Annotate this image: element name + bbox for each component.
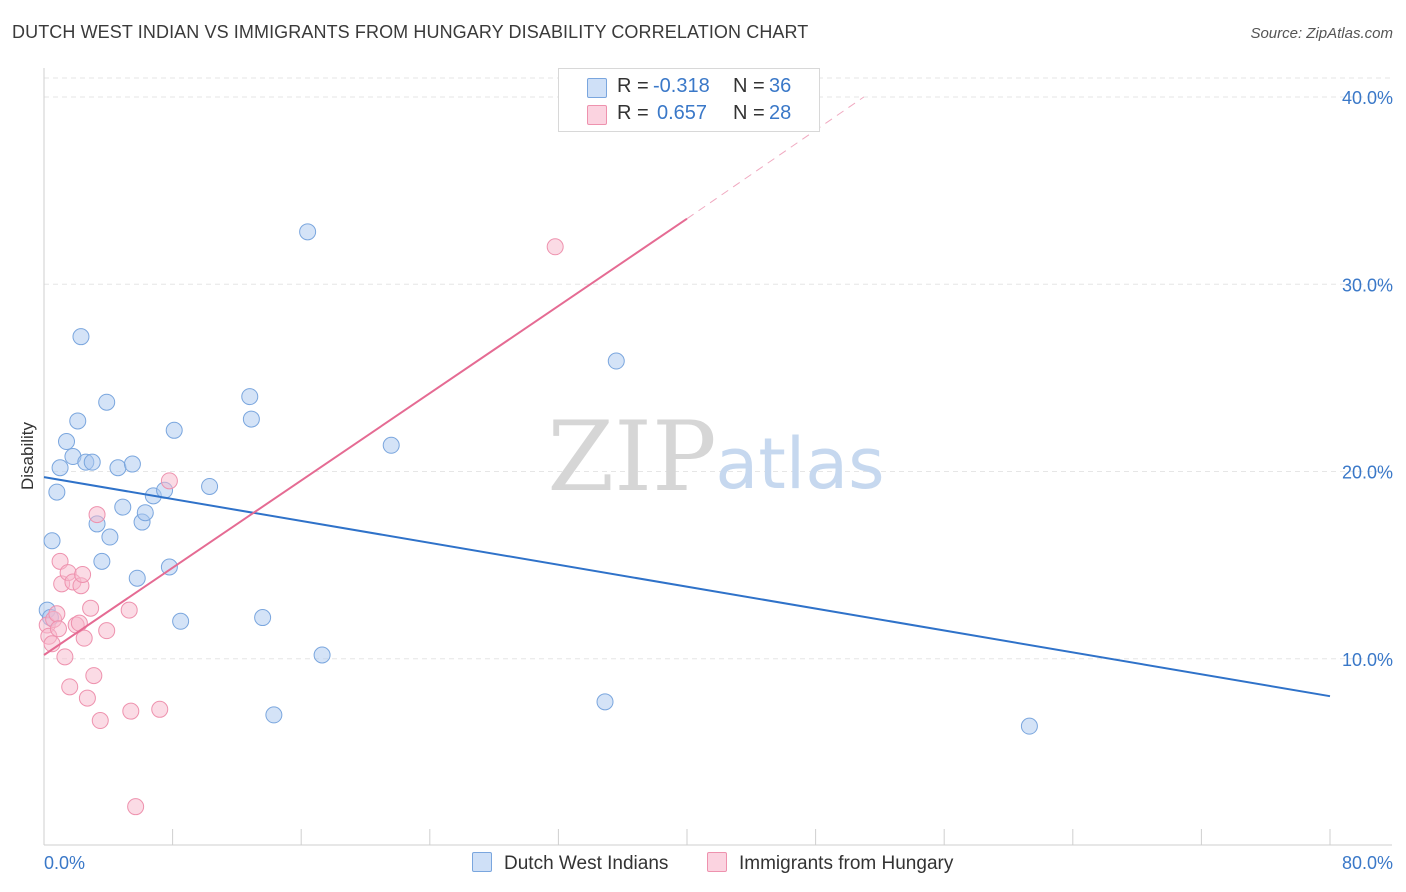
hungary-immigrant-point (82, 599, 100, 617)
dutch-west-indian-point (123, 455, 141, 473)
r-label: R = (617, 102, 649, 124)
n-value: 28 (769, 102, 792, 124)
dutch-west-indian-point (72, 328, 90, 346)
dutch-west-indian-point (128, 569, 146, 587)
hungary-immigrant-point (88, 506, 106, 524)
source-credit: Source: ZipAtlas.com (1250, 25, 1393, 42)
dutch-west-indian-point (265, 706, 283, 724)
hungary-immigrant-point (151, 700, 169, 718)
dutch-west-indian-point (165, 421, 183, 439)
dutch-west-indian-point (313, 646, 331, 664)
dutch-west-indian-point (83, 453, 101, 471)
legend-swatch-blue (587, 78, 607, 98)
y-axis-label: Disability (18, 421, 37, 491)
dutch-west-indian-point (69, 412, 87, 430)
dutch-west-indian-point (299, 223, 317, 241)
dutch-west-indian-point (607, 352, 625, 370)
hungary-immigrant-point (48, 605, 66, 623)
n-label: N = (733, 102, 765, 124)
x-tick-label: 80.0% (1342, 853, 1393, 873)
dutch-west-indian-point (51, 459, 69, 477)
watermark: ZIP atlas (547, 401, 884, 513)
r-value: 0.657 (657, 102, 708, 124)
r-value: -0.318 (653, 75, 710, 97)
r-label: R = (617, 75, 649, 97)
hungary-immigrant-point (122, 702, 140, 720)
dutch-west-indian-point (101, 528, 119, 546)
grid-layer (44, 77, 1392, 660)
y-tick-label: 30.0% (1342, 275, 1393, 295)
y-tick-label: 40.0% (1342, 88, 1393, 108)
chart-title: DUTCH WEST INDIAN VS IMMIGRANTS FROM HUN… (12, 22, 809, 42)
dutch-west-indian-point (172, 612, 190, 630)
dutch-west-indian-point (201, 477, 219, 495)
hungary-immigrant-point (61, 678, 79, 696)
dutch-west-indian-point (93, 552, 111, 570)
n-label: N = (733, 75, 765, 97)
hungary-immigrant-point (127, 798, 145, 816)
trend-line-dutch-west-indians (43, 476, 1331, 698)
dutch-west-indian-point (114, 498, 132, 516)
hungary-immigrant-point (75, 629, 93, 647)
dutch-west-indian-point (1020, 717, 1038, 735)
legend-label: Immigrants from Hungary (739, 853, 954, 874)
series-legend-immigrants-from-hungary: Immigrants from Hungary (707, 852, 953, 878)
hungary-immigrant-point (49, 620, 67, 638)
axis-layer (43, 68, 1392, 846)
trend-extension-immigrants-from-hungary (686, 96, 865, 220)
hungary-immigrant-point (56, 648, 74, 666)
points-layer (38, 223, 1038, 816)
dutch-west-indian-point (109, 459, 127, 477)
dutch-west-indian-point (43, 532, 61, 550)
stats-legend: R = -0.318 N = 36 R = 0.657 N = 28 (558, 68, 820, 132)
dutch-west-indian-point (98, 393, 116, 411)
dutch-west-indian-point (254, 609, 272, 627)
trend-line-immigrants-from-hungary (43, 217, 688, 656)
x-tick-label: 0.0% (44, 853, 85, 873)
hungary-immigrant-point (546, 238, 564, 256)
watermark-atlas: atlas (715, 423, 884, 505)
stats-legend-row-blue: R = -0.318 N = 36 (559, 75, 819, 99)
legend-label: Dutch West Indians (504, 853, 669, 874)
hungary-immigrant-point (98, 622, 116, 640)
trend-layer (43, 96, 1331, 698)
dutch-west-indian-point (58, 433, 76, 451)
dutch-west-indian-point (382, 436, 400, 454)
n-value: 36 (769, 75, 792, 97)
series-legend-dutch-west-indians: Dutch West Indians (472, 852, 668, 878)
hungary-immigrant-point (120, 601, 138, 619)
tick-label-layer: 10.0% 20.0% 30.0% 40.0% 0.0% 80.0% (44, 88, 1393, 873)
legend-swatch-pink (587, 105, 607, 125)
watermark-zip: ZIP (547, 401, 716, 513)
hungary-immigrant-point (91, 712, 109, 730)
hungary-immigrant-point (78, 689, 96, 707)
dutch-west-indian-point (596, 693, 614, 711)
stats-legend-row-pink: R = 0.657 N = 28 (559, 102, 819, 126)
legend-swatch-blue (472, 852, 492, 872)
hungary-immigrant-point (160, 472, 178, 490)
hungary-immigrant-point (74, 565, 92, 583)
y-tick-label: 20.0% (1342, 463, 1393, 483)
hungary-immigrant-point (70, 614, 88, 632)
dutch-west-indian-point (242, 410, 260, 428)
dutch-west-indian-point (136, 504, 154, 522)
legend-swatch-pink (707, 852, 727, 872)
dutch-west-indian-point (241, 388, 259, 406)
hungary-immigrant-point (85, 667, 103, 685)
dutch-west-indian-point (48, 483, 66, 501)
y-tick-label: 10.0% (1342, 650, 1393, 670)
dutch-west-indian-point (160, 558, 178, 576)
